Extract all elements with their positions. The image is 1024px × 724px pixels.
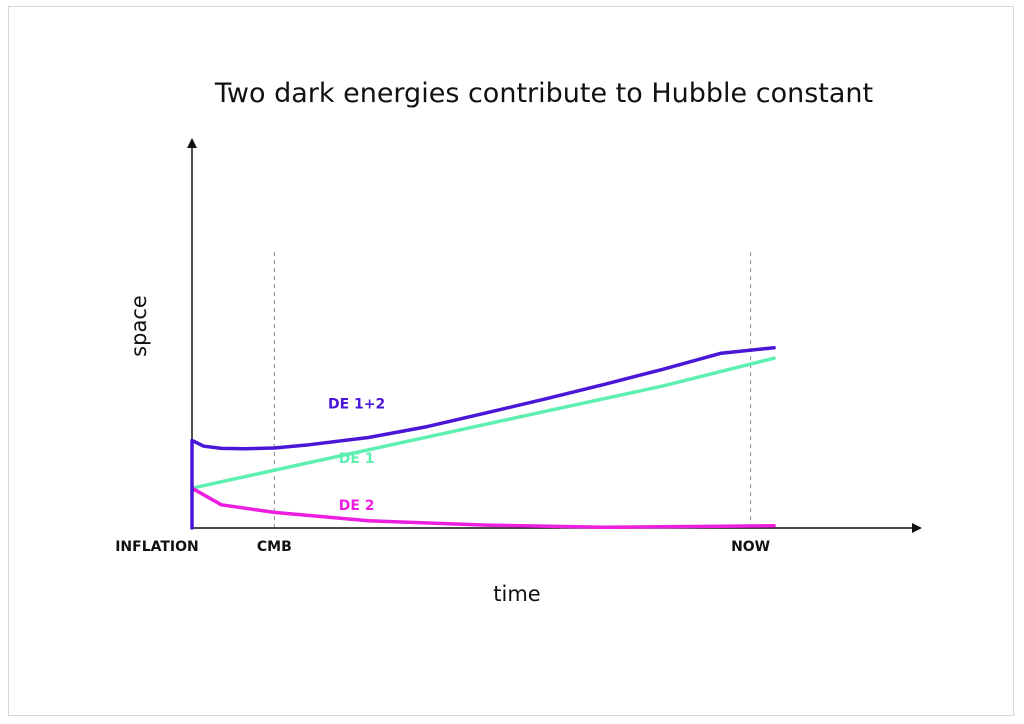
- x-tick-label-cmb: CMB: [257, 539, 292, 555]
- series-label-de-2: DE 2: [339, 498, 375, 514]
- series-line-de-1: [190, 356, 776, 490]
- y-axis-label: space: [127, 295, 151, 357]
- x-tick-labels: INFLATION CMB NOW: [115, 539, 770, 555]
- series-line-de-2: [190, 486, 776, 530]
- series-labels: DE 1+2 DE 1 DE 2: [328, 397, 385, 514]
- chart-title: Two dark energies contribute to Hubble c…: [214, 78, 873, 109]
- series-label-de-1: DE 1: [339, 451, 375, 467]
- x-tick-label-inflation: INFLATION: [115, 539, 199, 555]
- x-axis-label: time: [493, 582, 540, 606]
- x-tick-label-now: NOW: [731, 539, 770, 555]
- series-lines: [190, 345, 776, 530]
- series-line-de-1-2: [190, 345, 776, 530]
- chart-frame: [8, 6, 1014, 716]
- series-label-de-1-2: DE 1+2: [328, 397, 385, 413]
- reference-lines: [273, 252, 752, 528]
